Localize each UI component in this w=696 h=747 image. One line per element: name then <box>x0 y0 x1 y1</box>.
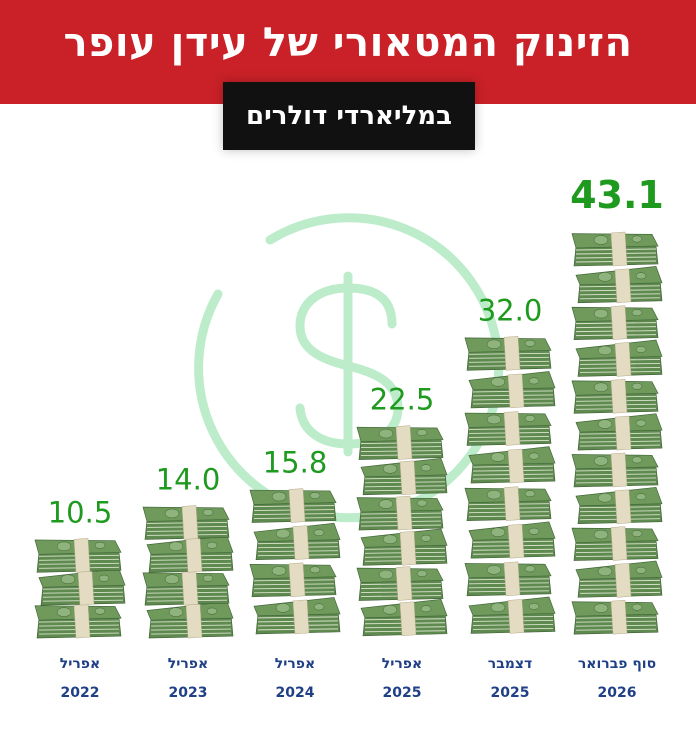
bar-value-label: 32.0 <box>478 293 543 327</box>
bar-value-label: 10.5 <box>48 495 113 529</box>
category-tick-label: 2025 <box>491 685 530 701</box>
category-tick-label: 2025 <box>383 685 422 701</box>
bar-money-stack <box>34 538 126 639</box>
category-tick-label: 2022 <box>61 685 100 701</box>
category-tick-label: אפריל <box>382 656 422 672</box>
category-tick-label: 2026 <box>598 685 637 701</box>
category-tick-label: סוף פברואר <box>578 656 656 672</box>
bar-value-label: 14.0 <box>156 462 221 496</box>
bar-money-stack <box>571 231 663 635</box>
bar-value-label: 15.8 <box>263 446 328 480</box>
bar-money-stack <box>249 488 341 635</box>
chart-title: הזינוק המטאורי של עידן עופר <box>63 20 633 66</box>
category-tick-label: אפריל <box>275 656 315 672</box>
category-tick-label: 2023 <box>169 685 208 701</box>
bar-money-stack <box>142 505 234 639</box>
category-tick-label: אפריל <box>60 656 100 672</box>
category-tick-label: אפריל <box>168 656 208 672</box>
bar-value-label: 22.5 <box>370 383 435 417</box>
value-labels-group: 10.5 14.0 15.8 22.5 32.0 43.1 <box>48 173 664 529</box>
category-labels-group: אפריל 2022 אפריל 2023 אפריל 2024 אפריל 2025 דצמב… <box>60 656 656 701</box>
bar-value-label: 43.1 <box>570 173 664 217</box>
bars-group <box>34 231 663 639</box>
chart-subtitle: במליארדי דולרים <box>223 82 475 150</box>
dollar-sign-icon <box>194 213 504 523</box>
category-tick-label: דצמבר <box>488 656 532 672</box>
category-tick-label: 2024 <box>276 685 315 701</box>
bar-money-stack <box>464 336 556 634</box>
bar-money-stack <box>356 425 448 637</box>
